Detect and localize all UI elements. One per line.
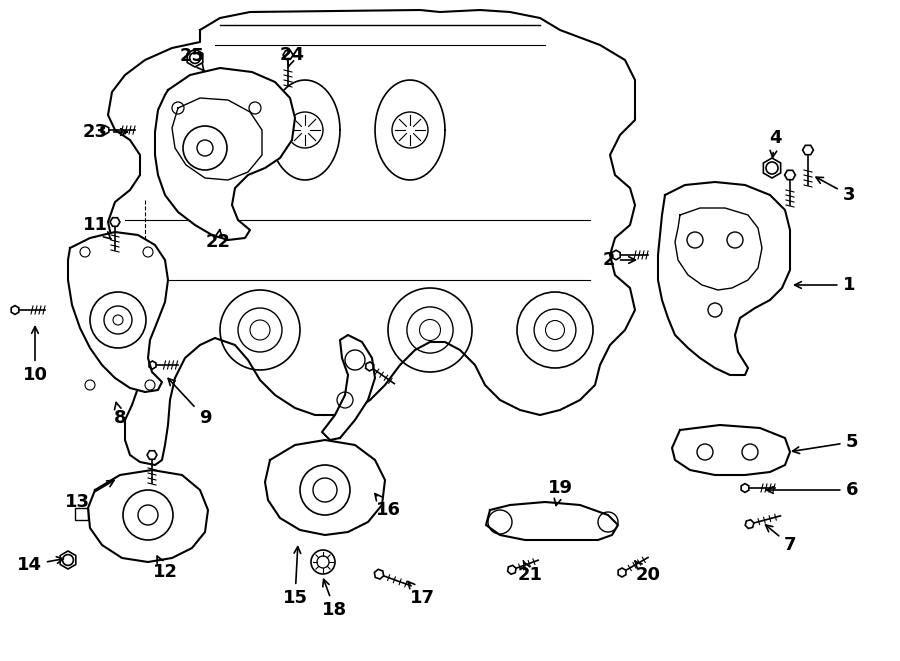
Polygon shape [88,470,208,562]
Polygon shape [155,68,295,240]
Polygon shape [486,502,618,540]
Text: 8: 8 [113,403,126,427]
Text: 24: 24 [280,46,304,67]
Polygon shape [658,182,790,375]
Polygon shape [108,10,635,465]
Text: 9: 9 [168,378,212,427]
Text: 11: 11 [83,216,111,239]
Text: 20: 20 [634,561,661,584]
Text: 6: 6 [767,481,858,499]
Text: 4: 4 [769,129,781,157]
Text: 3: 3 [816,177,855,204]
Text: 2: 2 [602,251,635,269]
Text: 25: 25 [179,47,204,71]
Polygon shape [68,232,168,392]
Text: 18: 18 [322,579,347,619]
Text: 21: 21 [518,561,543,584]
Text: 12: 12 [152,556,177,581]
Text: 13: 13 [65,481,114,511]
Text: 16: 16 [375,494,401,519]
Text: 7: 7 [766,525,796,554]
Text: 10: 10 [22,327,48,384]
Polygon shape [672,425,790,475]
Text: 15: 15 [283,547,308,607]
Text: 14: 14 [17,556,63,574]
Polygon shape [265,440,385,535]
Polygon shape [322,335,375,440]
Text: 5: 5 [793,433,858,453]
Text: 19: 19 [547,479,572,506]
Text: 22: 22 [205,229,230,251]
Text: 23: 23 [83,123,128,141]
Text: 1: 1 [795,276,855,294]
Text: 17: 17 [408,582,435,607]
